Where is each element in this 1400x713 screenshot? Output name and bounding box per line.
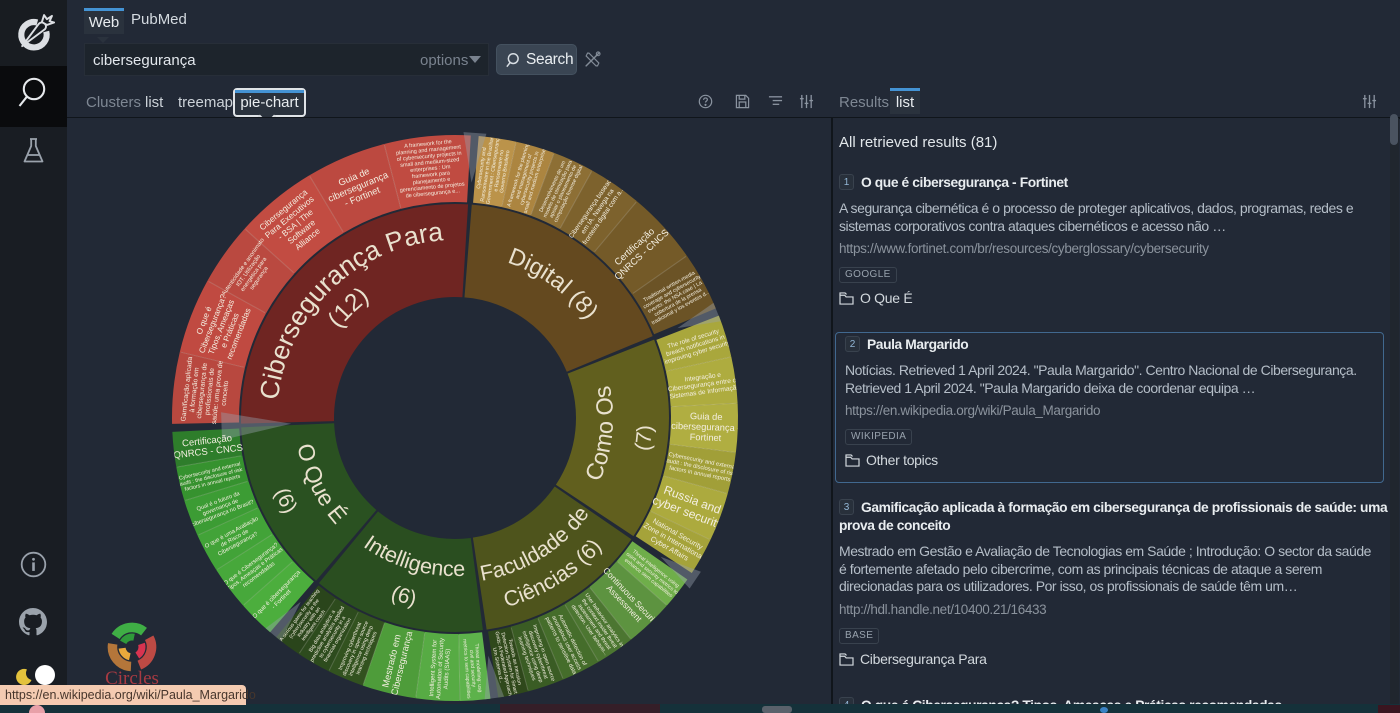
svg-text:O que éCibersegurança?Tipos, A: O que éCibersegurança?Tipos, Ameaçase Pr…: [189, 289, 255, 364]
svg-text:A framework for theplanning an: A framework for theplanning and manageme…: [395, 138, 466, 200]
svg-text:Threat modelling: usgcivil and: Threat modelling: usgcivil and securitym…: [461, 638, 483, 699]
svg-text:Intelligent System forAutomati: Intelligent System forAutomation of Secu…: [428, 636, 453, 699]
svg-text:Guia decibersegurança -Fortine: Guia decibersegurança -Fortinet: [671, 410, 741, 443]
svg-text:(7): (7): [630, 424, 657, 452]
